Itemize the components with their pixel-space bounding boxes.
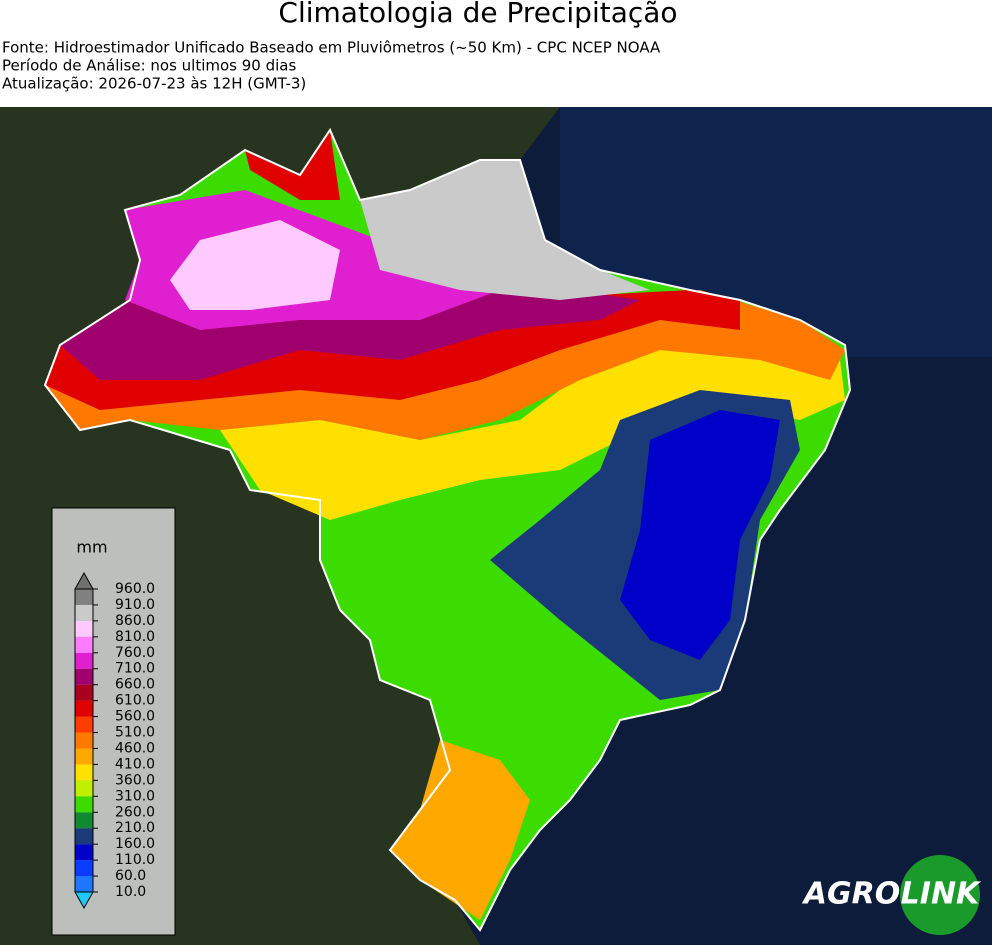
- logo: AGRO LINK: [802, 855, 982, 935]
- colorbar-segment: [75, 668, 93, 685]
- band-blue: [620, 410, 780, 660]
- colorbar-tick-label: 360.0: [115, 772, 155, 788]
- colorbar-segment: [75, 716, 93, 733]
- colorbar-tick-label: 110.0: [115, 852, 155, 868]
- colorbar-tick-label: 260.0: [115, 804, 155, 820]
- band-south: [390, 740, 530, 920]
- colorbar-tick-label: 660.0: [115, 677, 155, 693]
- colorbar-segment: [75, 732, 93, 749]
- band-red-north: [245, 130, 340, 200]
- colorbar-tick-label: 460.0: [115, 740, 155, 756]
- period-line: Período de Análise: nos ultimos 90 dias: [2, 57, 296, 75]
- colorbar-segment: [75, 652, 93, 669]
- colorbar-tick-label: 910.0: [115, 597, 155, 613]
- band-pink: [170, 220, 340, 310]
- colorbar-box: [51, 507, 176, 936]
- colorbar-tick-label: 610.0: [115, 693, 155, 709]
- map: [0, 107, 992, 945]
- colorbar-segment: [75, 780, 93, 797]
- colorbar-segment: [75, 764, 93, 781]
- colorbar-unit: mm: [76, 538, 107, 557]
- colorbar-segment: [75, 844, 93, 861]
- colorbar-tick-label: 410.0: [115, 756, 155, 772]
- title: Climatologia de Precipitação: [278, 0, 677, 29]
- colorbar-segment: [75, 620, 93, 637]
- band-gray: [360, 160, 650, 300]
- update-line: Atualização: 2026-07-23 às 12H (GMT-3): [2, 75, 306, 93]
- colorbar-segment: [75, 876, 93, 892]
- colorbar-segment: [75, 828, 93, 845]
- colorbar-segment: [75, 589, 93, 605]
- logo-right: LINK: [901, 877, 982, 912]
- colorbar-tick-label: 760.0: [115, 645, 155, 661]
- logo-circle: [900, 855, 980, 935]
- colorbar-tick-label: 710.0: [115, 661, 155, 677]
- colorbar: mm 10.060.0110.0160.0210.0260.0310.0360.…: [51, 507, 176, 936]
- colorbar-tick-label: 960.0: [115, 581, 155, 597]
- colorbar-tick-label: 10.0: [115, 884, 146, 900]
- logo-left: AGRO: [802, 877, 900, 912]
- colorbar-tick-label: 860.0: [115, 613, 155, 629]
- colorbar-segment: [75, 604, 93, 621]
- colorbar-segment: [75, 700, 93, 717]
- colorbar-segment: [75, 684, 93, 701]
- border: [43, 127, 852, 932]
- colorbar-segment: [75, 812, 93, 829]
- colorbar-segment: [75, 636, 93, 653]
- colorbar-segment: [75, 860, 93, 877]
- band-yellow: [220, 300, 845, 520]
- colorbar-tick-label: 310.0: [115, 788, 155, 804]
- source-line: Fonte: Hidroestimador Unificado Baseado …: [2, 39, 661, 57]
- colorbar-tick-label: 160.0: [115, 836, 155, 852]
- colorbar-segment: [75, 748, 93, 765]
- colorbar-tick-label: 60.0: [115, 868, 146, 884]
- colorbar-tick-label: 560.0: [115, 709, 155, 725]
- colorbar-tick-label: 210.0: [115, 820, 155, 836]
- colorbar-frame: [74, 588, 94, 893]
- colorbar-tick-label: 810.0: [115, 629, 155, 645]
- colorbar-tick-label: 510.0: [115, 725, 155, 741]
- colorbar-segment: [75, 796, 93, 813]
